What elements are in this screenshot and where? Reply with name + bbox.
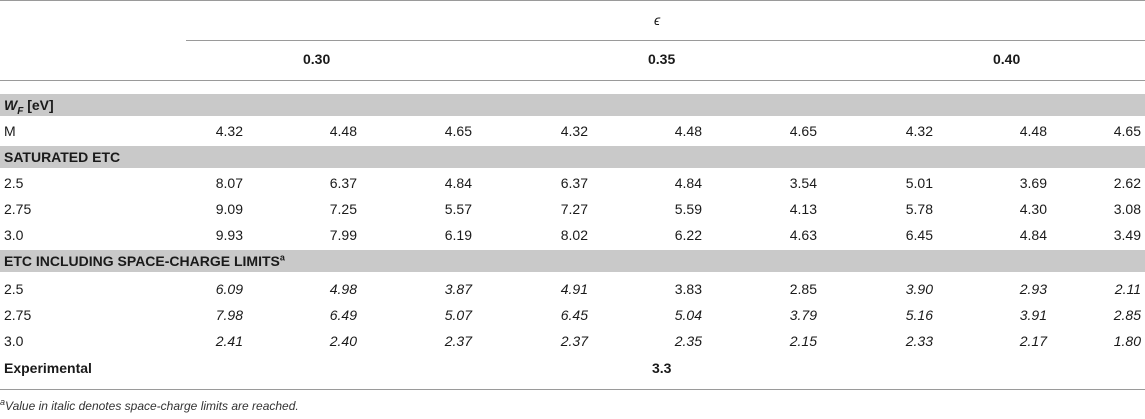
cell: 7.98 <box>215 307 243 323</box>
epsilon-header: ϵ <box>654 12 661 28</box>
cell: 2.85 <box>1113 307 1141 323</box>
row-label: 2.5 <box>4 281 24 297</box>
cell: 2.37 <box>560 333 588 349</box>
cell: 3.87 <box>444 281 472 297</box>
cell: 3.91 <box>1019 307 1047 323</box>
cell: 3.54 <box>789 175 817 191</box>
cell: 2.41 <box>215 333 243 349</box>
cell: 4.65 <box>789 123 817 139</box>
cell: 9.93 <box>215 227 243 243</box>
cell: 6.49 <box>329 307 357 323</box>
spacecharge-section-title: ETC INCLUDING SPACE-CHARGE LIMITSa <box>4 252 285 269</box>
cell: 6.22 <box>674 227 702 243</box>
cell: 4.84 <box>444 175 472 191</box>
epsilon-group-0.35: 0.35 <box>648 51 676 67</box>
cell: 4.84 <box>1019 227 1047 243</box>
cell: 6.37 <box>560 175 588 191</box>
cell: 6.45 <box>905 227 933 243</box>
row-label: 2.75 <box>4 307 32 323</box>
cell: 3.08 <box>1113 201 1141 217</box>
cell: 4.65 <box>444 123 472 139</box>
cell: 4.30 <box>1019 201 1047 217</box>
cell: 2.17 <box>1019 333 1047 349</box>
top-rule <box>0 0 1145 1</box>
cell: 3.83 <box>674 281 702 297</box>
cell: 4.48 <box>1019 123 1047 139</box>
epsilon-group-0.40: 0.40 <box>993 51 1021 67</box>
cell: 4.98 <box>329 281 357 297</box>
cell: 6.09 <box>215 281 243 297</box>
cell: 6.37 <box>329 175 357 191</box>
cell: 4.63 <box>789 227 817 243</box>
cell: 2.85 <box>789 281 817 297</box>
cell: 2.33 <box>905 333 933 349</box>
cell: 4.48 <box>329 123 357 139</box>
cell: 2.11 <box>1114 281 1141 297</box>
wf-section-title: WF [eV] <box>4 97 54 117</box>
cell: 3.79 <box>789 307 817 323</box>
footnote: aValue in italic denotes space-charge li… <box>0 397 299 414</box>
cell: 1.80 <box>1113 333 1141 349</box>
cell: 3.69 <box>1019 175 1047 191</box>
experimental-value: 3.3 <box>652 360 672 376</box>
cell: 2.37 <box>444 333 472 349</box>
cell: 9.09 <box>215 201 243 217</box>
cell: 8.07 <box>215 175 243 191</box>
row-label: 3.0 <box>4 227 24 243</box>
cell: 4.84 <box>674 175 702 191</box>
cell: 4.32 <box>560 123 588 139</box>
cell: 2.93 <box>1019 281 1047 297</box>
cell: 5.16 <box>905 307 933 323</box>
cell: 3.90 <box>905 281 933 297</box>
cell: 5.78 <box>905 201 933 217</box>
cell: 2.40 <box>329 333 357 349</box>
row-label: 2.5 <box>4 175 24 191</box>
cell: 4.48 <box>674 123 702 139</box>
table-bottom-rule <box>0 389 1145 390</box>
cell: 2.15 <box>789 333 817 349</box>
cell: 5.07 <box>444 307 472 323</box>
cell: 5.59 <box>674 201 702 217</box>
cell: 6.19 <box>444 227 472 243</box>
epsilon-group-0.30: 0.30 <box>303 51 331 67</box>
experimental-label: Experimental <box>4 360 92 376</box>
cell: 3.49 <box>1113 227 1141 243</box>
row-label: 3.0 <box>4 333 24 349</box>
cell: 5.04 <box>674 307 702 323</box>
row-label: M <box>4 123 16 139</box>
cell: 5.01 <box>905 175 933 191</box>
cell: 2.35 <box>674 333 702 349</box>
cell: 5.57 <box>444 201 472 217</box>
cell: 7.99 <box>329 227 357 243</box>
section-band-spacecharge <box>0 250 1145 272</box>
row-label: 2.75 <box>4 201 32 217</box>
cell: 4.91 <box>560 281 588 297</box>
cell: 4.65 <box>1113 123 1141 139</box>
cell: 7.25 <box>329 201 357 217</box>
cell: 7.27 <box>560 201 588 217</box>
cell: 6.45 <box>560 307 588 323</box>
cell: 2.62 <box>1113 175 1141 191</box>
section-band-saturated <box>0 146 1145 168</box>
saturated-section-title: SATURATED ETC <box>4 149 121 165</box>
cell: 4.32 <box>215 123 243 139</box>
section-band-wf <box>0 94 1145 116</box>
epsilon-underline <box>186 40 1145 41</box>
header-bottom-rule <box>0 80 1145 81</box>
cell: 4.13 <box>789 201 817 217</box>
cell: 8.02 <box>560 227 588 243</box>
cell: 4.32 <box>905 123 933 139</box>
